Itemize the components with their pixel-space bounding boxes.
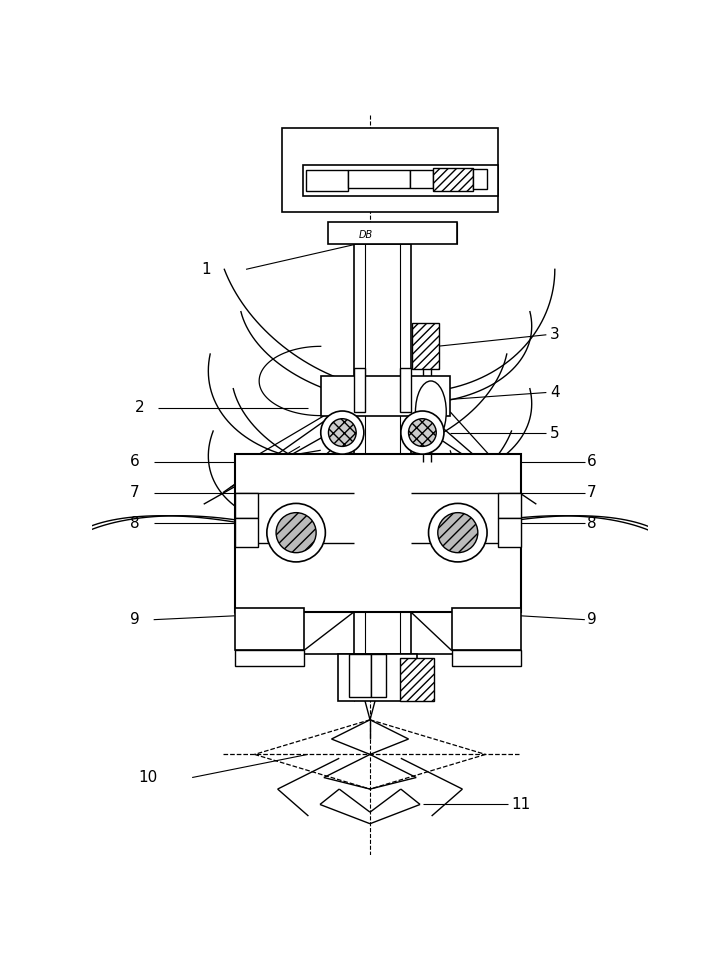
Circle shape	[429, 504, 487, 562]
Bar	[354, 368, 365, 411]
Bar	[321, 376, 450, 415]
Text: 11: 11	[512, 797, 531, 812]
Bar	[473, 169, 487, 189]
Bar	[329, 222, 457, 244]
Bar	[371, 654, 386, 697]
Text: 8: 8	[130, 516, 140, 530]
Bar	[349, 170, 410, 188]
Text: 7: 7	[130, 485, 140, 500]
Circle shape	[438, 512, 478, 553]
Bar	[452, 608, 521, 651]
Bar	[235, 455, 521, 612]
Bar	[412, 323, 438, 369]
Ellipse shape	[271, 505, 316, 560]
Text: 8: 8	[587, 516, 597, 530]
Text: 3: 3	[550, 328, 560, 342]
Bar	[235, 518, 258, 547]
Text: 1: 1	[201, 261, 212, 277]
Circle shape	[321, 411, 364, 455]
Bar	[400, 368, 411, 411]
Text: 4: 4	[550, 385, 560, 400]
Ellipse shape	[415, 381, 446, 443]
Bar	[498, 493, 521, 518]
Bar	[235, 493, 258, 518]
Bar	[339, 654, 417, 701]
Circle shape	[409, 419, 436, 447]
Bar	[452, 651, 521, 666]
Circle shape	[401, 411, 444, 455]
Bar	[400, 658, 434, 701]
Bar	[349, 654, 371, 697]
Text: 2: 2	[135, 401, 144, 415]
Text: DB: DB	[359, 230, 373, 239]
Bar	[282, 129, 498, 211]
Text: 7: 7	[587, 485, 597, 500]
Bar	[433, 167, 473, 191]
Ellipse shape	[436, 505, 481, 560]
Bar	[303, 165, 498, 196]
Bar	[235, 608, 304, 651]
Bar	[410, 170, 433, 188]
Bar	[498, 518, 521, 547]
Text: 5: 5	[550, 426, 560, 441]
Text: 9: 9	[130, 612, 140, 628]
Text: 9: 9	[587, 612, 597, 628]
Text: 6: 6	[130, 455, 140, 469]
Bar	[235, 651, 304, 666]
Circle shape	[276, 512, 316, 553]
Circle shape	[267, 504, 326, 562]
Text: 6: 6	[587, 455, 597, 469]
Text: 10: 10	[138, 770, 157, 785]
Bar	[354, 244, 411, 697]
Circle shape	[329, 419, 356, 447]
Bar	[306, 170, 349, 191]
